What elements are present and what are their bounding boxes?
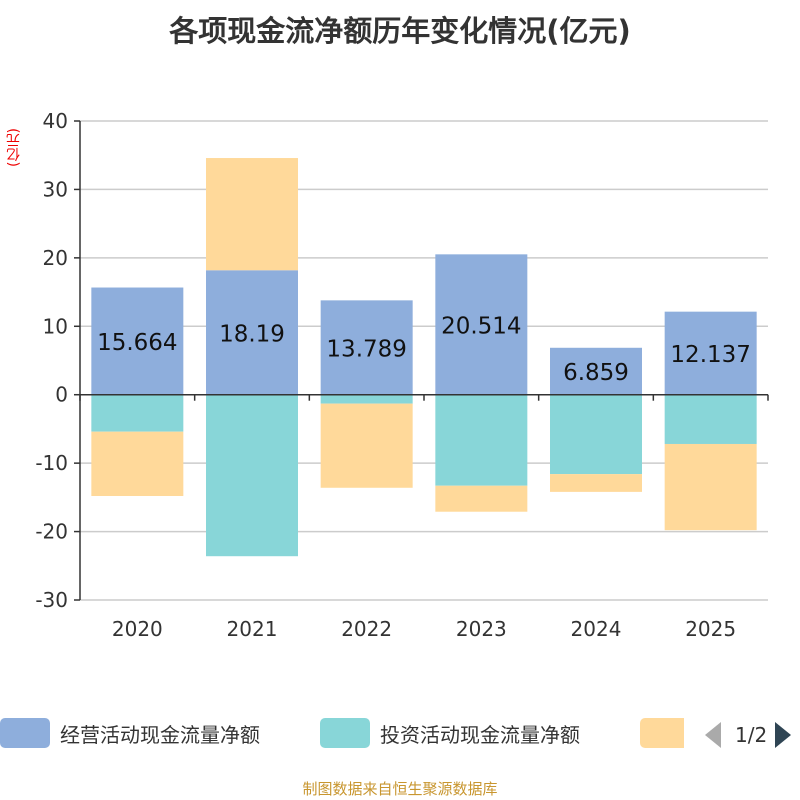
- y-tick-label: -20: [35, 520, 68, 544]
- chart-title: 各项现金流净额历年变化情况(亿元): [169, 14, 631, 48]
- x-tick-label: 2025: [685, 617, 736, 641]
- legend-swatch: [0, 718, 50, 748]
- bar-2-2025: [664, 443, 757, 531]
- bar-0-2021: [206, 270, 298, 395]
- data-label: 20.514: [441, 314, 521, 340]
- legend-item-investing[interactable]: 投资活动现金流量净额: [320, 718, 580, 748]
- bar-1-2022: [320, 394, 413, 404]
- legend-label: 投资活动现金流量净额: [380, 722, 580, 747]
- bar-2-2022: [320, 403, 413, 488]
- bar-0-2024: [550, 347, 642, 395]
- legend-pager: 1/2: [703, 718, 800, 752]
- data-label: 12.137: [670, 342, 750, 368]
- y-tick-label: -10: [35, 451, 68, 475]
- y-tick-label: 0: [55, 383, 68, 407]
- x-tick-label: 2024: [571, 617, 622, 641]
- data-label: 15.664: [97, 330, 177, 356]
- legend-item-financing[interactable]: [640, 718, 694, 748]
- legend-page-indicator: 1/2: [735, 723, 768, 747]
- y-tick-label: 10: [43, 314, 68, 338]
- source-note: 制图数据来自恒生聚源数据库: [302, 780, 498, 798]
- bar-2-2024: [550, 474, 642, 492]
- legend-item-operating[interactable]: 经营活动现金流量净额: [0, 718, 260, 748]
- legend-swatch: [320, 718, 370, 748]
- bar-0-2020: [91, 287, 184, 395]
- bar-0-2023: [435, 254, 528, 395]
- x-tick-label: 2020: [112, 617, 163, 641]
- data-label: 6.859: [563, 360, 629, 386]
- x-tick-label: 2022: [341, 617, 392, 641]
- data-label: 18.19: [219, 321, 285, 347]
- bar-1-2021: [206, 394, 298, 557]
- bar-0-2022: [320, 300, 413, 395]
- legend-swatch: [640, 718, 684, 748]
- prev-page-icon[interactable]: [703, 721, 723, 749]
- next-page-icon[interactable]: [773, 721, 793, 749]
- x-tick-label: 2021: [227, 617, 278, 641]
- bar-1-2024: [550, 394, 642, 475]
- y-tick-label: -30: [35, 588, 68, 612]
- chart-area: 40 30 20 10 0 -10 -20 -30 15.664 2020 18.19 2021 13.…: [35, 109, 769, 641]
- x-tick-label: 2023: [456, 617, 507, 641]
- y-tick-label: 40: [43, 109, 68, 133]
- y-tick-label: 30: [43, 177, 68, 201]
- bar-1-2020: [91, 394, 184, 432]
- data-label: 13.789: [326, 337, 406, 363]
- bar-2-2020: [91, 431, 184, 496]
- bar-0-2025: [664, 311, 757, 395]
- bar-2-2021: [206, 158, 298, 271]
- legend-label: 经营活动现金流量净额: [60, 722, 260, 747]
- bar-1-2025: [664, 394, 757, 444]
- y-tick-label: 20: [43, 246, 68, 270]
- bar-1-2023: [435, 394, 528, 486]
- bar-2-2023: [435, 485, 528, 512]
